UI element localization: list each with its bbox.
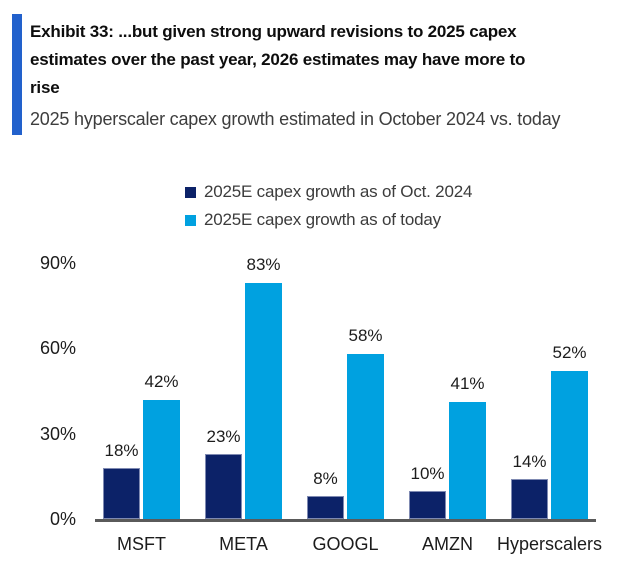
bar-value-label: 10%	[410, 463, 445, 483]
bar-group-hyperscalers: 14% 52%	[511, 343, 588, 519]
y-tick-60: 60%	[39, 338, 76, 359]
y-tick-90: 90%	[39, 253, 76, 273]
category-label-text: GOOGL	[312, 534, 379, 554]
bar-value-label: 52%	[552, 343, 587, 363]
bar-today-hyperscalers: 52%	[551, 343, 588, 519]
plot-area: 18% 42% 23% 83% 8% 58% 10% 41% 14% 52%	[95, 255, 596, 522]
bar-value-label: 18%	[104, 440, 139, 460]
exhibit-title-line: estimates over the past year, 2026 estim…	[30, 50, 526, 69]
accent-bar	[12, 14, 22, 135]
exhibit-title-line: rise	[30, 78, 60, 97]
bar-value-label: 8%	[313, 469, 338, 489]
y-axis: 0% 30% 60% 90%	[0, 253, 76, 529]
bar-value-label: 83%	[246, 254, 281, 274]
category-label-text: META	[219, 534, 268, 554]
bar-value-label: 23%	[206, 426, 241, 446]
bar-value-label: 14%	[512, 452, 547, 472]
legend-item-today: 2025E capex growth as of today	[185, 206, 620, 234]
y-tick-30: 30%	[39, 423, 76, 444]
bar-group-msft: 18% 42%	[103, 372, 180, 519]
category-label-hyperscalers: Hyperscalers	[497, 534, 602, 555]
bar-chart: 0% 30% 60% 90% 18% 42% 23% 83% 8% 58% 10% 41% 14% 52…	[0, 246, 620, 564]
category-label-googl: GOOGL	[307, 534, 384, 555]
category-label-text: AMZN	[422, 534, 473, 554]
category-label-meta: META	[205, 534, 282, 555]
legend-swatch-oct-2024	[185, 186, 196, 198]
bar-today-meta: 83%	[245, 255, 282, 519]
exhibit-header: Exhibit 33: ...but given strong upward r…	[0, 0, 620, 135]
exhibit-title: Exhibit 33: ...but given strong upward r…	[30, 14, 592, 102]
exhibit-title-line: Exhibit 33: ...but given strong upward r…	[30, 22, 517, 41]
legend-item-oct-2024: 2025E capex growth as of Oct. 2024	[185, 178, 620, 206]
bar-group-meta: 23% 83%	[205, 255, 282, 519]
legend-label-today: 2025E capex growth as of today	[204, 210, 441, 229]
category-label-msft: MSFT	[103, 534, 180, 555]
bar-oct2024-amzn: 10%	[409, 464, 446, 519]
y-tick-0: 0%	[49, 509, 76, 529]
bar-oct2024-msft: 18%	[103, 441, 140, 519]
bar-value-label: 41%	[450, 374, 485, 394]
legend-swatch-today	[185, 214, 196, 226]
bar-today-amzn: 41%	[449, 374, 486, 519]
bar-today-msft: 42%	[143, 372, 180, 519]
exhibit-subtitle: 2025 hyperscaler capex growth estimated …	[30, 109, 561, 129]
category-label-amzn: AMZN	[409, 534, 486, 555]
legend-label-oct-2024: 2025E capex growth as of Oct. 2024	[204, 182, 473, 201]
bar-value-label: 58%	[348, 326, 383, 346]
bar-oct2024-meta: 23%	[205, 427, 242, 519]
bar-group-amzn: 10% 41%	[409, 374, 486, 519]
category-label-text: Hyperscalers	[496, 534, 603, 554]
chart-legend: 2025E capex growth as of Oct. 2024 2025E…	[185, 178, 620, 234]
bar-oct2024-googl: 8%	[307, 469, 344, 519]
bar-value-label: 42%	[144, 371, 179, 391]
bar-oct2024-hyperscalers: 14%	[511, 452, 548, 519]
bar-today-googl: 58%	[347, 326, 384, 519]
x-axis-labels: MSFT META GOOGL AMZN Hyperscalers	[95, 522, 602, 555]
category-label-text: MSFT	[117, 534, 166, 554]
bar-group-googl: 8% 58%	[307, 326, 384, 519]
